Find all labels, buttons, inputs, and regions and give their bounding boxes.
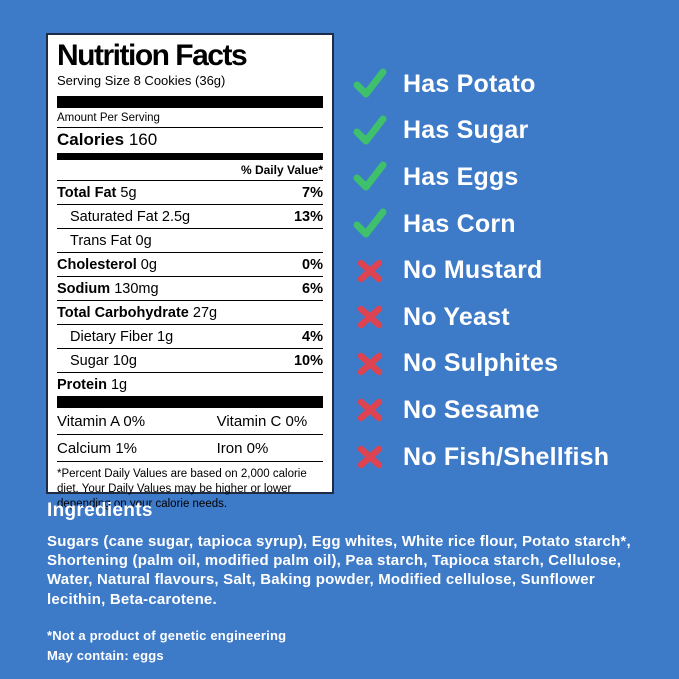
nutrition-facts-title: Nutrition Facts <box>57 39 248 72</box>
nutrient-name: Dietary Fiber <box>70 329 153 345</box>
ingredients-text: Sugars (cane sugar, tapioca syrup), Egg … <box>47 533 631 608</box>
nutrient-amount: 0g <box>135 233 152 249</box>
nutrient-amount: 130mg <box>114 281 159 297</box>
nutrition-row: Trans Fat 0g <box>57 229 323 253</box>
nutrition-facts-label: Nutrition Facts Serving Size 8 Cookies (… <box>46 33 334 510</box>
nutrient-amount: 1g <box>110 377 128 393</box>
cross-icon <box>357 352 383 376</box>
attribute-label: Has Potato <box>403 69 536 98</box>
cross-icon <box>357 306 383 329</box>
nutrient-daily-value: 0% <box>302 257 323 273</box>
attribute-row: No Sulphites <box>352 341 672 388</box>
micronutrient-left: Vitamin A 0% <box>57 413 146 430</box>
micronutrient-right: Vitamin C 0% <box>216 413 308 430</box>
nutrient-daily-value: 7% <box>302 185 323 201</box>
nutrient-amount: 10g <box>112 353 137 369</box>
cross-icon <box>357 259 383 282</box>
attribute-row: No Yeast <box>352 294 672 341</box>
nutrient-name: Cholesterol <box>57 257 137 273</box>
attribute-label: No Fish/Shellfish <box>403 442 610 471</box>
attribute-label: Has Eggs <box>403 162 519 191</box>
nutrient-amount: 1g <box>157 329 174 345</box>
micronutrient-left: Calcium 1% <box>57 440 138 457</box>
micronutrient-rows: Vitamin A 0% Vitamin C 0% Calcium 1% Iro… <box>57 408 323 462</box>
nutrient-daily-value: 10% <box>293 353 323 369</box>
cross-icon <box>357 445 383 469</box>
nutrition-row: Total Fat 5g 7% <box>57 181 323 205</box>
attribute-row: Has Corn <box>352 201 672 248</box>
nutrient-daily-value: 6% <box>302 281 323 297</box>
genetic-engineering-note: *Not a product of genetic engineering <box>47 628 287 643</box>
bottom-notes: *Not a product of genetic engineering Ma… <box>47 626 286 665</box>
attribute-label: No Sesame <box>403 395 540 424</box>
attribute-label: Has Sugar <box>403 116 529 145</box>
nutrient-name: Trans Fat <box>70 233 132 249</box>
attribute-row: No Sesame <box>352 387 672 434</box>
nutrition-row: Cholesterol 0g 0% <box>57 253 323 277</box>
calories-value: 160 <box>128 130 158 149</box>
nutrition-row: Dietary Fiber 1g 4% <box>57 325 323 349</box>
micronutrient-right: Iron 0% <box>216 440 269 457</box>
micronutrient-row: Calcium 1% Iron 0% <box>57 435 323 462</box>
nutrition-row: Protein 1g <box>57 373 323 396</box>
nutrient-amount: 5g <box>120 185 137 201</box>
check-icon <box>353 68 387 98</box>
thick-divider-top <box>57 96 323 108</box>
thick-divider-protein <box>57 396 323 408</box>
nutrient-name: Sugar <box>70 353 109 369</box>
check-icon <box>353 161 387 191</box>
nutrient-name: Saturated Fat <box>70 209 158 225</box>
attribute-label: No Sulphites <box>403 349 559 378</box>
calories-row: Calories 160 <box>57 128 323 153</box>
nutrition-row: Total Carbohydrate 27g <box>57 301 323 325</box>
ingredients-heading: Ingredients <box>47 500 153 521</box>
attribute-row: Has Potato <box>352 61 672 108</box>
attribute-list: Has Potato Has Sugar Has Eggs <box>352 61 672 480</box>
nutrition-rows: Total Fat 5g 7% Saturated Fat 2.5g 13% T… <box>57 181 323 396</box>
attribute-row: Has Eggs <box>352 154 672 201</box>
thick-divider-calories <box>57 153 323 160</box>
nutrient-amount: 27g <box>192 305 218 321</box>
nutrient-name: Total Carbohydrate <box>57 305 189 321</box>
micronutrient-row: Vitamin A 0% Vitamin C 0% <box>57 408 323 435</box>
attribute-label: No Yeast <box>403 302 510 331</box>
calories-label: Calories <box>57 130 125 149</box>
attribute-row: No Mustard <box>352 247 672 294</box>
serving-size: Serving Size 8 Cookies (36g) <box>57 73 226 88</box>
daily-value-header: % Daily Value* <box>57 160 323 181</box>
nutrient-name: Total Fat <box>57 185 117 201</box>
attribute-label: No Mustard <box>403 256 543 285</box>
nutrition-row: Sodium 130mg 6% <box>57 277 323 301</box>
cross-icon <box>357 399 383 422</box>
nutrient-amount: 2.5g <box>161 209 191 225</box>
nutrient-name: Sodium <box>57 281 111 297</box>
check-icon <box>353 115 387 145</box>
nutrient-daily-value: 13% <box>293 209 323 225</box>
may-contain-note: May contain: eggs <box>47 647 164 663</box>
attribute-label: Has Corn <box>403 209 516 238</box>
attribute-row: Has Sugar <box>352 108 672 155</box>
nutrient-name: Protein <box>57 377 107 393</box>
nutrient-daily-value: 4% <box>302 329 323 345</box>
check-icon <box>353 208 387 238</box>
ingredients-section: Ingredients Sugars (cane sugar, tapioca … <box>47 500 647 609</box>
nutrient-amount: 0g <box>140 257 157 273</box>
nutrition-row: Sugar 10g 10% <box>57 349 323 373</box>
attribute-row: No Fish/Shellfish <box>352 434 672 481</box>
nutrition-row: Saturated Fat 2.5g 13% <box>57 205 323 229</box>
amount-per-serving: Amount Per Serving <box>57 108 323 128</box>
daily-value-footnote: *Percent Daily Values are based on 2,000… <box>57 468 307 511</box>
